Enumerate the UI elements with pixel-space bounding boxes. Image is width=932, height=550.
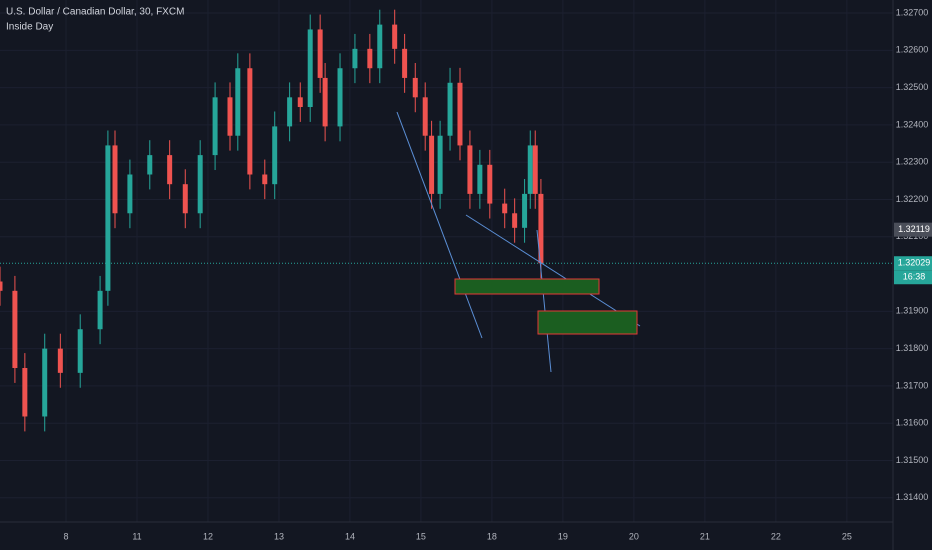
marker-price-tag (894, 222, 932, 237)
candle-body (262, 174, 268, 185)
candle-body (317, 29, 323, 78)
candle-body (502, 203, 508, 214)
chart-title: U.S. Dollar / Canadian Dollar, 30, FXCM (6, 7, 184, 18)
candle-body (307, 29, 313, 108)
x-tick-label: 22 (771, 531, 781, 541)
candle-body (235, 68, 241, 136)
x-tick-label: 20 (629, 531, 639, 541)
candle-body (12, 290, 18, 369)
candle-body (112, 145, 118, 214)
zone-box (537, 310, 638, 335)
y-tick-label: 1.32200 (896, 194, 929, 204)
x-tick-label: 12 (203, 531, 213, 541)
candle-body (227, 97, 233, 136)
y-tick-label: 1.31400 (896, 492, 929, 502)
candle-body (538, 193, 544, 264)
candle-body (467, 145, 473, 194)
x-tick-label: 18 (487, 531, 497, 541)
candle-body (422, 97, 428, 136)
y-tick-label: 1.31700 (896, 380, 929, 390)
candle-body (272, 126, 278, 185)
candle-body (512, 213, 518, 228)
y-tick-label: 1.32400 (896, 119, 929, 129)
candle-body (487, 164, 493, 204)
candle-body (522, 193, 528, 228)
candle-body (247, 68, 253, 175)
current-price-label: 1.32029 (898, 258, 931, 268)
y-tick-label: 1.31900 (896, 306, 929, 316)
candle-body (105, 145, 111, 291)
y-tick-label: 1.32700 (896, 7, 929, 17)
candle-body (197, 155, 203, 214)
candle-body (322, 77, 328, 127)
x-tick-label: 14 (345, 531, 355, 541)
x-tick-label: 15 (416, 531, 426, 541)
candle-body (447, 82, 453, 136)
marker-price-label: 1.32119 (898, 224, 930, 234)
candle-body (437, 135, 443, 194)
candle-body (182, 184, 188, 214)
y-tick-label: 1.31600 (896, 418, 929, 428)
candle-body (77, 329, 83, 373)
candle-body (532, 145, 538, 194)
current-price-tag (894, 256, 932, 271)
candle-body (127, 174, 133, 214)
candle-body (297, 97, 303, 108)
candle-body (97, 290, 103, 330)
candle-body (0, 281, 3, 291)
zone-box (454, 278, 600, 295)
candle-body (352, 48, 358, 69)
y-tick-label: 1.31500 (896, 455, 929, 465)
candle-body (457, 82, 463, 146)
x-tick-label: 21 (700, 531, 710, 541)
x-tick-label: 8 (64, 531, 69, 541)
y-tick-label: 1.32600 (896, 45, 929, 55)
countdown-label: 16:38 (903, 272, 926, 282)
x-tick-label: 11 (132, 531, 141, 541)
trend-line (536, 229, 552, 373)
candle-body (167, 155, 173, 185)
drawings (396, 111, 641, 373)
candle-body (412, 77, 418, 98)
trend-line (465, 214, 641, 327)
candle-body (392, 24, 398, 49)
candle-body (367, 48, 373, 69)
x-tick-label: 19 (558, 531, 568, 541)
trend-line (396, 111, 483, 339)
candle-body (402, 48, 408, 78)
x-tick-label: 13 (274, 531, 284, 541)
candle-body (287, 97, 293, 127)
candle-body (42, 348, 48, 417)
x-tick-label: 25 (842, 531, 852, 541)
candle-body (527, 145, 533, 194)
candle-body (429, 135, 435, 194)
y-tick-label: 1.32300 (896, 157, 929, 167)
y-tick-label: 1.32500 (896, 82, 929, 92)
candle-body (477, 164, 483, 194)
candle-body (147, 155, 153, 175)
candle-body (57, 348, 63, 373)
countdown-tag (894, 270, 932, 285)
chart-subtitle: Inside Day (6, 22, 53, 33)
candle-body (337, 68, 343, 127)
candle-body (212, 97, 218, 156)
candle-body (22, 368, 28, 417)
candle-body (377, 24, 383, 69)
y-tick-label: 1.31800 (896, 343, 929, 353)
